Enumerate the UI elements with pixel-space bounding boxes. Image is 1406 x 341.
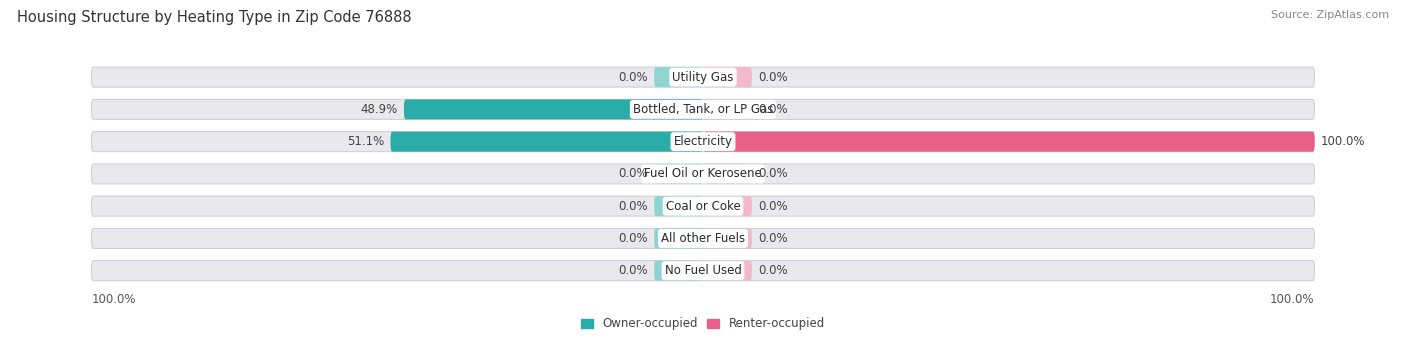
Text: Fuel Oil or Kerosene: Fuel Oil or Kerosene	[644, 167, 762, 180]
Text: Utility Gas: Utility Gas	[672, 71, 734, 84]
Text: Electricity: Electricity	[673, 135, 733, 148]
FancyBboxPatch shape	[91, 132, 1315, 152]
Text: 100.0%: 100.0%	[91, 293, 136, 306]
Text: Bottled, Tank, or LP Gas: Bottled, Tank, or LP Gas	[633, 103, 773, 116]
Text: 0.0%: 0.0%	[758, 167, 787, 180]
Text: 100.0%: 100.0%	[1320, 135, 1365, 148]
Text: 0.0%: 0.0%	[758, 200, 787, 213]
FancyBboxPatch shape	[91, 196, 1315, 216]
FancyBboxPatch shape	[654, 196, 703, 216]
FancyBboxPatch shape	[391, 132, 703, 152]
FancyBboxPatch shape	[703, 164, 752, 184]
Text: All other Fuels: All other Fuels	[661, 232, 745, 245]
Text: Coal or Coke: Coal or Coke	[665, 200, 741, 213]
Text: 0.0%: 0.0%	[619, 167, 648, 180]
FancyBboxPatch shape	[703, 132, 1315, 152]
Text: Housing Structure by Heating Type in Zip Code 76888: Housing Structure by Heating Type in Zip…	[17, 10, 412, 25]
Text: 0.0%: 0.0%	[619, 200, 648, 213]
Text: 48.9%: 48.9%	[360, 103, 398, 116]
FancyBboxPatch shape	[91, 99, 1315, 119]
Text: 0.0%: 0.0%	[758, 264, 787, 277]
Text: 0.0%: 0.0%	[619, 71, 648, 84]
Text: No Fuel Used: No Fuel Used	[665, 264, 741, 277]
Text: 0.0%: 0.0%	[758, 103, 787, 116]
FancyBboxPatch shape	[703, 228, 752, 249]
FancyBboxPatch shape	[703, 261, 752, 281]
FancyBboxPatch shape	[654, 261, 703, 281]
Text: 0.0%: 0.0%	[758, 232, 787, 245]
FancyBboxPatch shape	[91, 228, 1315, 249]
FancyBboxPatch shape	[703, 67, 752, 87]
Text: 51.1%: 51.1%	[347, 135, 384, 148]
Text: 0.0%: 0.0%	[619, 232, 648, 245]
FancyBboxPatch shape	[404, 99, 703, 119]
Text: 0.0%: 0.0%	[758, 71, 787, 84]
FancyBboxPatch shape	[654, 228, 703, 249]
Text: 0.0%: 0.0%	[619, 264, 648, 277]
FancyBboxPatch shape	[91, 67, 1315, 87]
FancyBboxPatch shape	[91, 261, 1315, 281]
FancyBboxPatch shape	[654, 164, 703, 184]
Text: 100.0%: 100.0%	[1270, 293, 1315, 306]
FancyBboxPatch shape	[703, 196, 752, 216]
Legend: Owner-occupied, Renter-occupied: Owner-occupied, Renter-occupied	[581, 317, 825, 330]
Text: Source: ZipAtlas.com: Source: ZipAtlas.com	[1271, 10, 1389, 20]
FancyBboxPatch shape	[703, 99, 752, 119]
FancyBboxPatch shape	[654, 67, 703, 87]
FancyBboxPatch shape	[91, 164, 1315, 184]
